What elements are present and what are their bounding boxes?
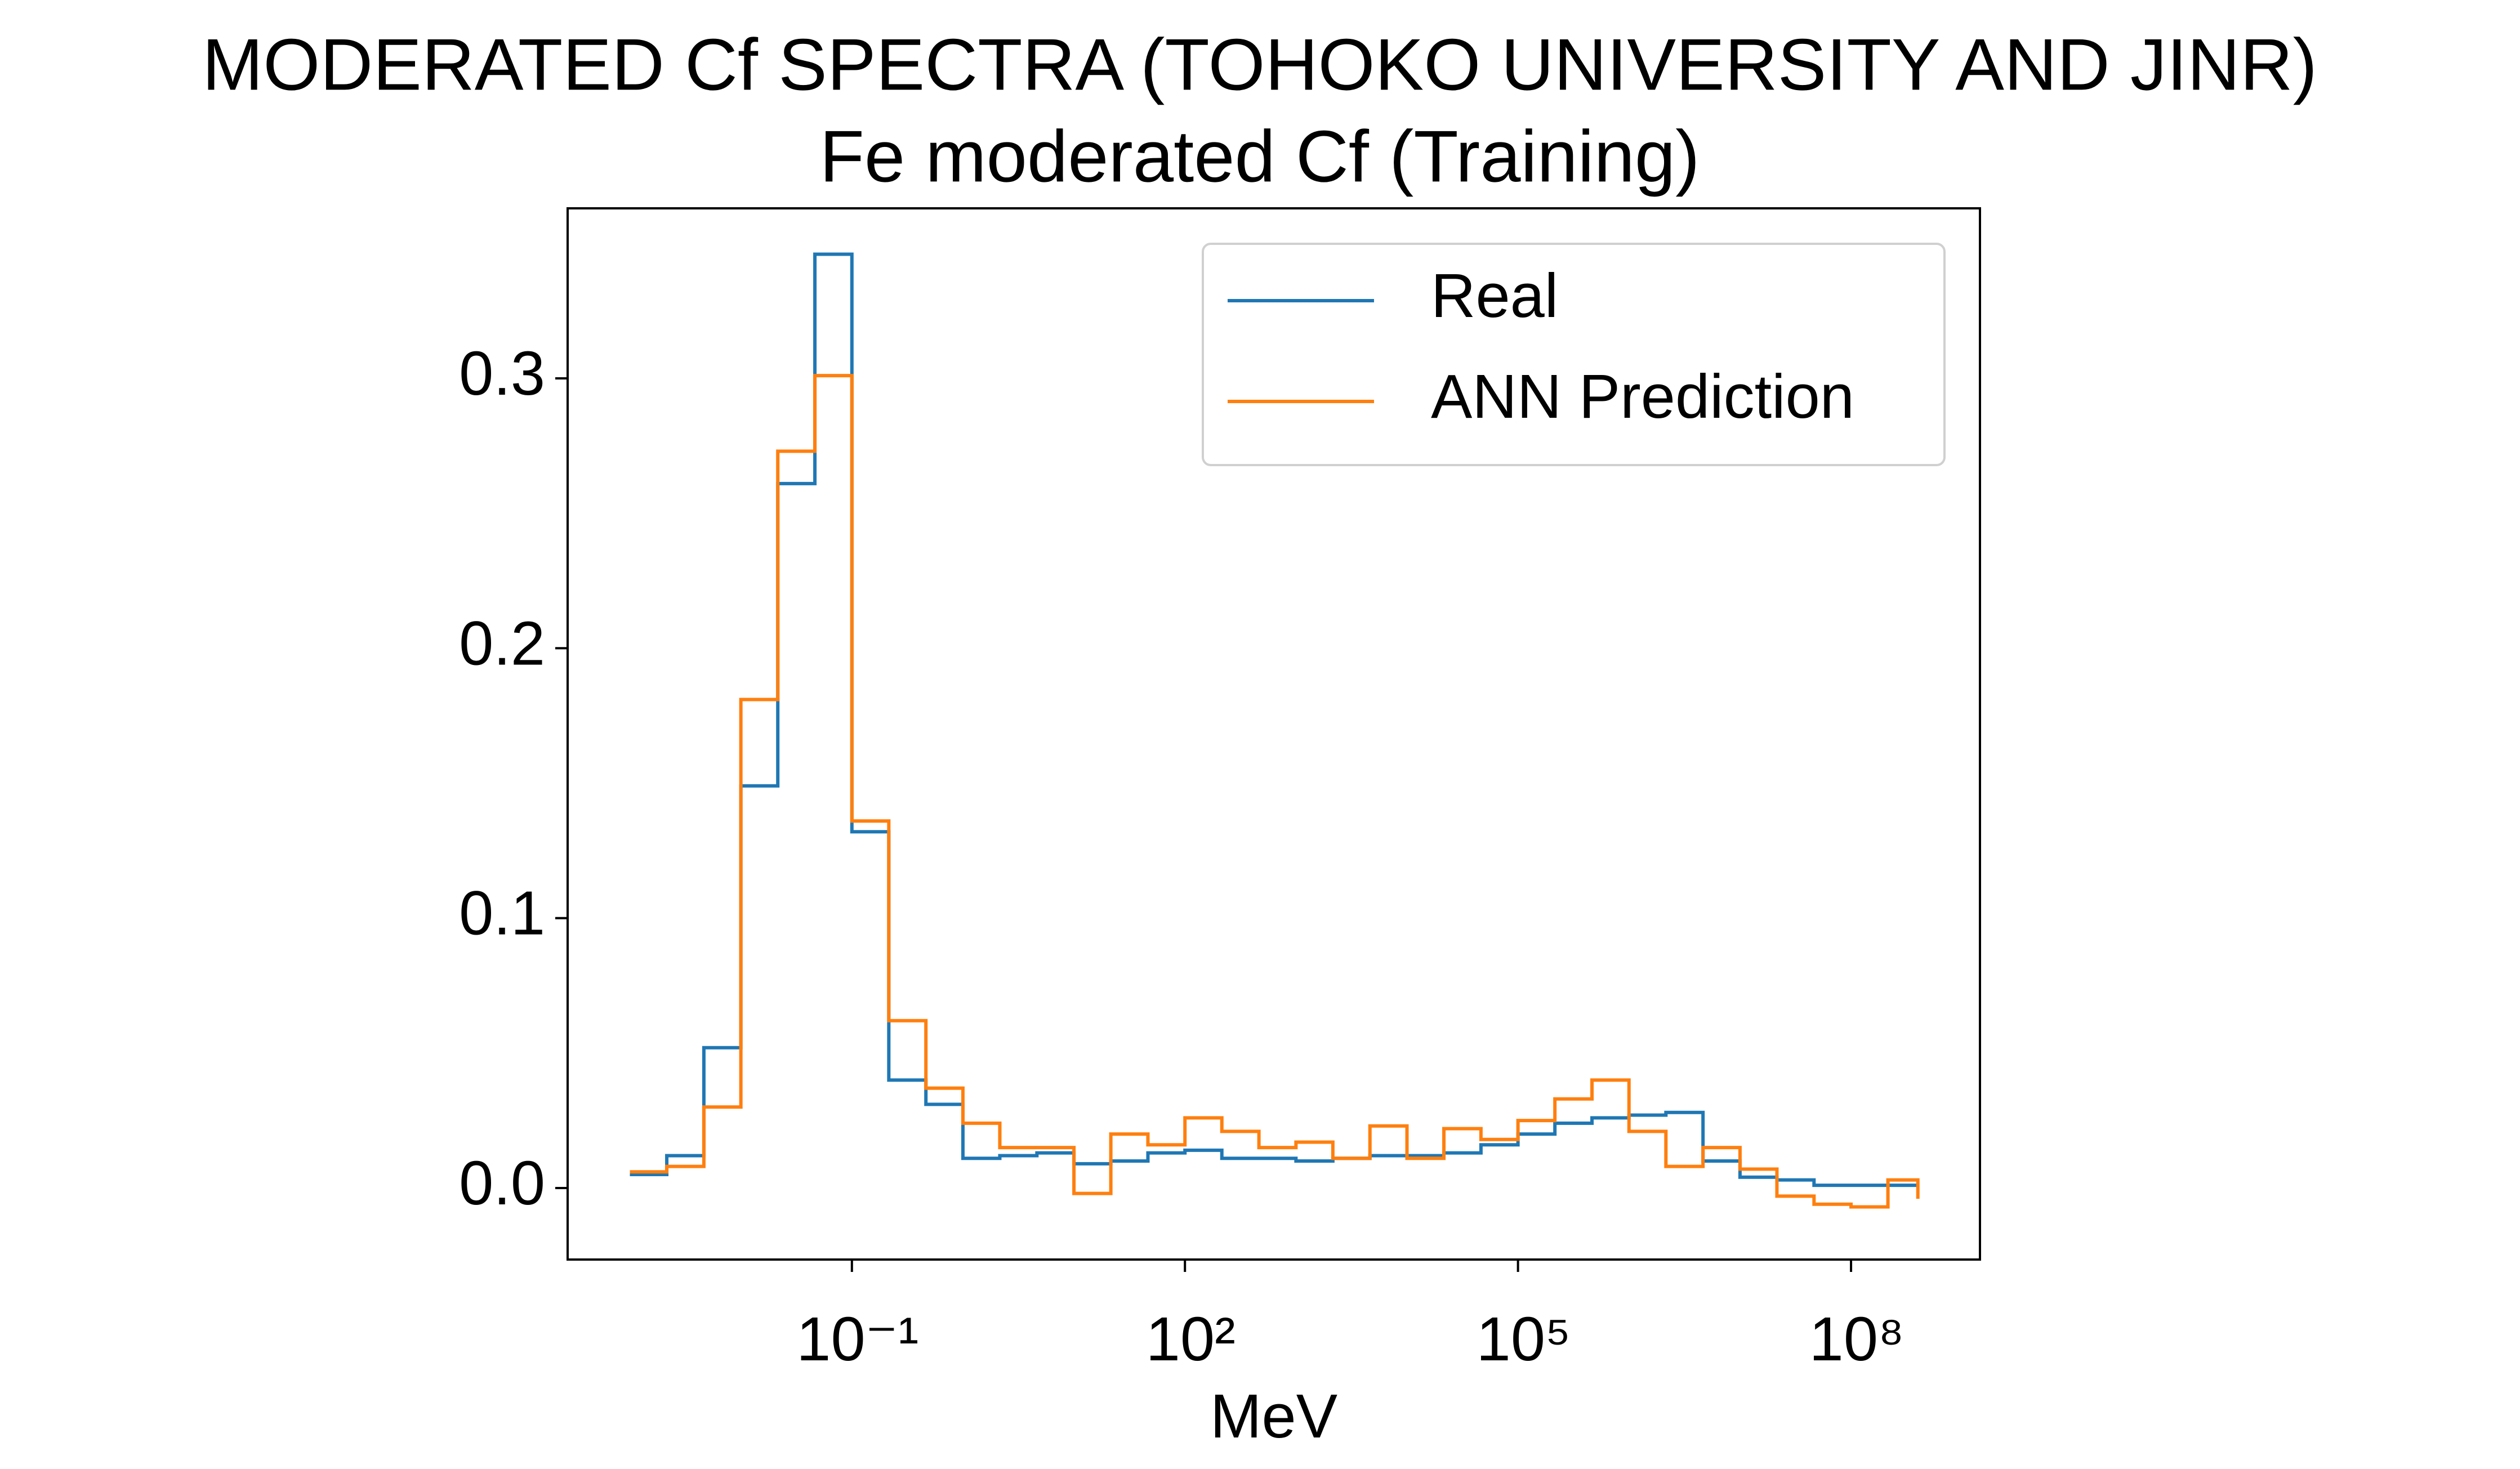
step-line xyxy=(630,374,1920,1209)
x-tick-label: 10⁻¹ xyxy=(796,1305,918,1374)
legend-label: Real xyxy=(1431,261,1558,331)
legend-box xyxy=(1202,243,1946,466)
x-axis-label: MeV xyxy=(1210,1382,1337,1451)
y-tick-label: 0.1 xyxy=(459,879,545,948)
x-tick-label: 10⁵ xyxy=(1477,1305,1571,1374)
chart-subtitle: Fe moderated Cf (Training) xyxy=(820,115,1700,197)
y-tick-label: 0.3 xyxy=(459,339,545,408)
x-tick-label: 10⁸ xyxy=(1809,1305,1905,1374)
y-tick-label: 0.0 xyxy=(459,1149,545,1218)
legend-label: ANN Prediction xyxy=(1431,362,1854,431)
x-tick-label: 10² xyxy=(1146,1305,1236,1374)
plot-frame xyxy=(567,207,1981,1261)
y-tick-label: 0.2 xyxy=(459,609,545,678)
chart-title: MODERATED Cf SPECTRA (TOHOKO UNIVERSITY … xyxy=(202,23,2317,105)
step-line xyxy=(630,252,1918,1187)
